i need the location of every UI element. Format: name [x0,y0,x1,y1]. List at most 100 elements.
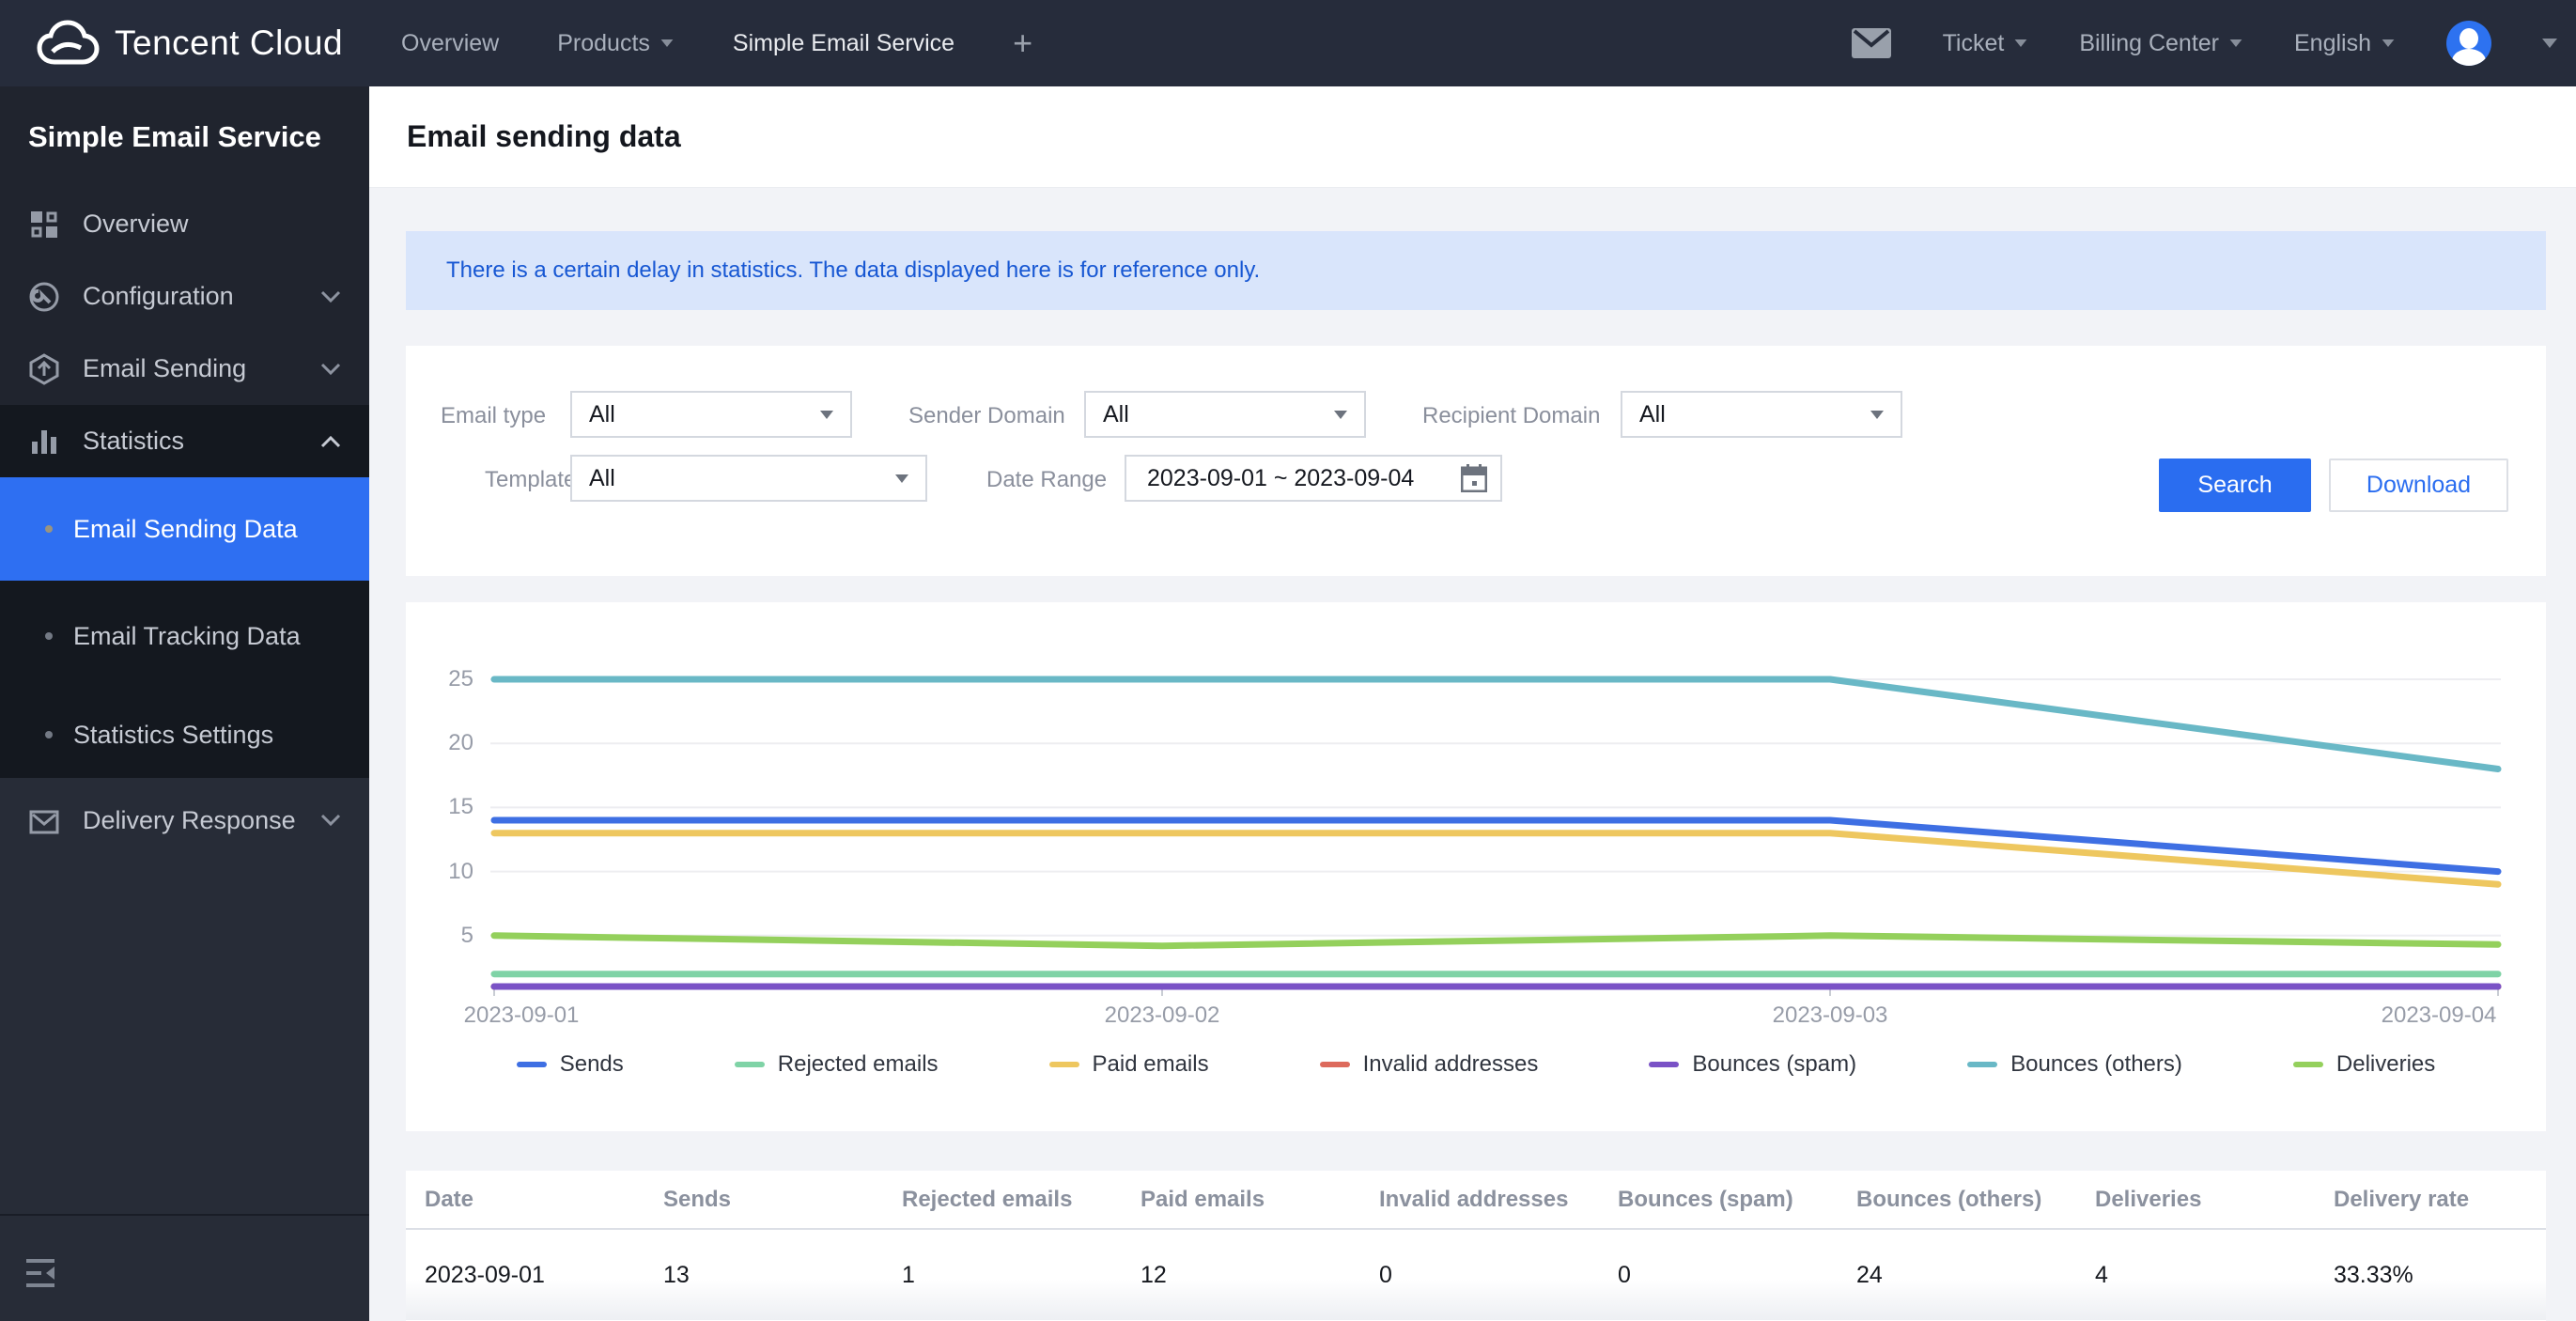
chart-line-deliveries[interactable] [490,932,2502,950]
cell-paid: 12 [1141,1261,1167,1288]
legend-item[interactable]: Sends [516,1051,624,1078]
brand[interactable]: Tencent Cloud [36,20,343,67]
email-type-label: Email type [441,403,547,428]
col-header: Date [425,1186,474,1212]
account-menu-caret-icon[interactable] [2542,39,2557,48]
data-table: Date Sends Rejected emails Paid emails I… [406,1171,2546,1321]
col-header: Deliveries [2095,1186,2202,1212]
brand-name: Tencent Cloud [115,23,344,62]
avatar-head [2460,28,2478,49]
x-axis-label: 2023-09-01 [463,1002,580,1028]
nav-language[interactable]: English [2294,30,2396,57]
sidebar-divider [0,1214,369,1216]
chart-line-bounces-others-[interactable] [490,676,2502,772]
top-nav-right: Ticket Billing Center English [1851,21,2557,66]
avatar[interactable] [2446,21,2491,66]
sidebar-item-statistics-settings[interactable]: Statistics Settings [0,692,369,778]
sidebar-item-email-sending-data[interactable]: Email Sending Data [0,477,369,581]
legend-item[interactable]: Invalid addresses [1319,1051,1539,1078]
sidebar-item-overview[interactable]: Overview [0,188,369,260]
sidebar-item-label: Statistics Settings [73,721,274,749]
cell-date: 2023-09-01 [425,1261,545,1288]
table-row[interactable]: 2023-09-01 13 1 12 0 0 24 4 33.33% [406,1230,2546,1320]
email-type-select[interactable]: All [570,391,852,438]
legend-label: Rejected emails [777,1051,939,1077]
send-hexagon-icon [28,352,60,385]
add-tab-button[interactable]: + [1013,23,1033,62]
x-axis-label: 2023-09-04 [2381,1002,2497,1028]
sidebar-item-email-sending[interactable]: Email Sending [0,333,369,405]
y-axis-label: 20 [448,730,473,756]
chart-line-sends[interactable] [490,816,2502,876]
info-banner-text: There is a certain delay in statistics. … [446,257,1261,283]
x-axis-label: 2023-09-03 [1772,1002,1888,1028]
legend-item[interactable]: Bounces (spam) [1649,1051,1856,1078]
date-range-label: Date Range [986,467,1108,492]
legend-item[interactable]: Bounces (others) [1967,1051,2182,1078]
chevron-up-icon [320,435,341,448]
select-caret-icon [1334,410,1347,419]
sidebar-item-email-tracking-data[interactable]: Email Tracking Data [0,581,369,692]
cell-sends: 13 [663,1261,690,1288]
sidebar-item-label: Delivery Response [83,806,296,834]
grid-icon [28,209,60,241]
sidebar-item-label: Configuration [83,282,234,310]
bullet-dot [45,731,53,738]
page-title: Email sending data [407,119,681,153]
nav-overview[interactable]: Overview [401,29,500,56]
nav-simple-email-service[interactable]: Simple Email Service [732,29,955,56]
col-header: Paid emails [1141,1186,1265,1212]
col-header: Rejected emails [902,1186,1073,1212]
legend-item[interactable]: Paid emails [1048,1051,1209,1078]
sidebar: Simple Email Service Overview Configurat… [0,86,369,1321]
mail-icon[interactable] [1851,27,1892,59]
chart-line-paid-emails[interactable] [490,830,2502,888]
info-banner: There is a certain delay in statistics. … [406,231,2546,310]
sidebar-item-label: Email Sending Data [73,515,298,543]
chevron-down-icon [660,39,674,47]
y-axis-label: 25 [448,666,473,692]
filter-panel: Email type All Sender Domain All Recipie… [406,346,2546,576]
date-range-input[interactable]: 2023-09-01 ~ 2023-09-04 [1125,455,1502,502]
main-area: Email sending data There is a certain de… [369,86,2576,1321]
legend-label: Deliveries [2335,1051,2436,1077]
col-header: Bounces (spam) [1618,1186,1793,1212]
nav-ticket[interactable]: Ticket [1943,30,2029,57]
sidebar-item-statistics[interactable]: Statistics [0,405,369,477]
nav-products[interactable]: Products [557,30,675,57]
chevron-down-icon [320,814,341,838]
chevron-down-icon [2382,39,2395,47]
search-button[interactable]: Search [2159,458,2311,512]
select-caret-icon [895,474,908,483]
collapse-sidebar-button[interactable] [26,1259,60,1287]
legend-label: Paid emails [1092,1051,1209,1077]
chevron-down-icon [320,363,341,376]
x-axis-label: 2023-09-02 [1104,1002,1220,1028]
chevron-down-icon [320,290,341,303]
select-caret-icon [1870,410,1884,419]
nav-billing-center[interactable]: Billing Center [2079,30,2243,57]
chart-legend: Sends Rejected emails Paid emails Invalid a… [406,1051,2546,1078]
legend-item[interactable]: Deliveries [2292,1051,2436,1078]
chevron-down-icon [2014,39,2027,47]
recipient-domain-select[interactable]: All [1621,391,1902,438]
sidebar-item-configuration[interactable]: Configuration [0,260,369,333]
sidebar-item-label: Overview [83,210,189,238]
legend-label: Invalid addresses [1362,1051,1539,1077]
template-select[interactable]: All [570,455,927,502]
line-chart[interactable] [406,602,2548,1131]
calendar-icon [1461,464,1487,492]
legend-swatch [1649,1062,1680,1067]
sidebar-item-delivery-response[interactable]: Delivery Response [0,778,369,838]
sidebar-title: Simple Email Service [28,120,321,153]
cell-rejected: 1 [902,1261,915,1288]
download-button[interactable]: Download [2329,458,2508,512]
cell-delivery-rate: 33.33% [2334,1261,2413,1288]
top-navbar: Tencent Cloud Overview Products Simple E… [0,0,2576,86]
sidebar-group-statistics: Statistics Email Sending Data Email Trac… [0,405,369,778]
sender-domain-select[interactable]: All [1084,391,1366,438]
select-caret-icon [820,410,833,419]
sidebar-item-label: Email Sending [83,354,247,382]
legend-item[interactable]: Rejected emails [734,1051,939,1078]
sidebar-item-label: Statistics [83,427,185,455]
